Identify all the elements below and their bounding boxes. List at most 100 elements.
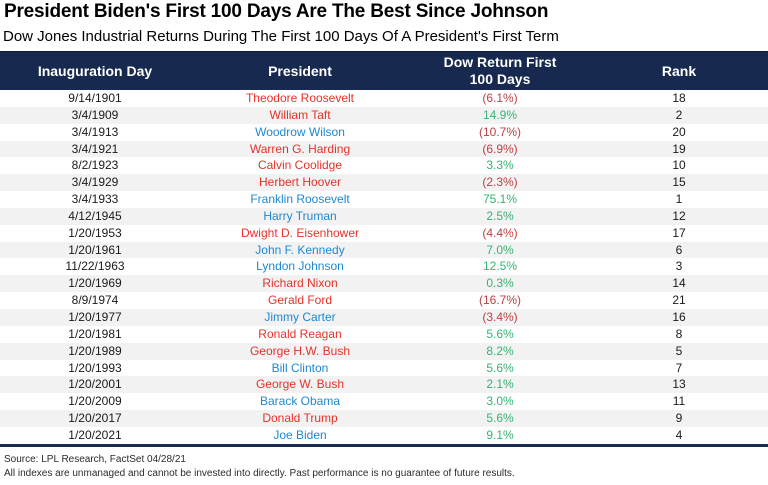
cell-date: 3/4/1933 [71,192,119,207]
cell-president: George W. Bush [255,377,345,392]
cell-rank: 12 [672,208,686,223]
cell-return: 3.3% [486,158,514,173]
cell-rank: 18 [672,91,686,105]
cell-rank: 6 [675,242,683,257]
cell-rank: 9 [675,411,683,426]
cell-date: 3/4/1921 [71,141,119,156]
cell-rank: 20 [672,124,686,139]
cell-rank: 4 [675,427,683,442]
cell-return: 5.6% [486,360,514,375]
source-note: Source: LPL Research, FactSet 04/28/21 [4,454,186,465]
cell-rank: 11 [672,394,686,409]
cell-date: 1/20/1977 [68,309,122,324]
cell-date: 4/12/1945 [68,208,122,223]
cell-president: Herbert Hoover [258,175,342,190]
table-row: 4/12/1945 Harry Truman 2.5% 12 [0,207,768,225]
table-row: 1/20/1993 Bill Clinton 5.6% 7 [0,359,768,377]
cell-date: 1/20/1953 [68,225,122,240]
cell-date: 1/20/2009 [68,394,122,409]
table-row: 3/4/1921 Warren G. Harding (6.9%) 19 [0,140,768,158]
cell-president: Franklin Roosevelt [250,192,350,207]
cell-president: Warren G. Harding [249,141,351,156]
cell-date: 1/20/1981 [68,326,122,341]
table-row: 3/4/1913 Woodrow Wilson (10.7%) 20 [0,123,768,141]
cell-president: Richard Nixon [262,276,338,291]
cell-president: William Taft [269,107,331,122]
cell-return: 2.1% [486,377,514,392]
table-row: 1/20/1981 Ronald Reagan 5.6% 8 [0,325,768,343]
cell-date: 9/14/1901 [68,91,122,105]
cell-date: 1/20/1969 [68,276,122,291]
cell-return: 9.1% [486,427,514,442]
table-row: 8/9/1974 Gerald Ford (16.7%) 21 [0,292,768,309]
returns-table: Inauguration Day President Dow Return Fi… [0,51,768,444]
page-subtitle: Dow Jones Industrial Returns During The … [3,28,559,45]
cell-president: George H.W. Bush [249,343,351,358]
table-row: 1/20/1953 Dwight D. Eisenhower (4.4%) 17 [0,224,768,242]
cell-president: Joe Biden [273,427,327,442]
cell-president: Barack Obama [259,394,341,409]
cell-rank: 17 [672,225,686,240]
cell-rank: 14 [672,276,686,291]
cell-date: 8/2/1923 [71,158,119,173]
cell-return: 2.5% [486,208,514,223]
cell-return: 3.0% [486,394,514,409]
table-row: 1/20/2001 George W. Bush 2.1% 13 [0,376,768,394]
cell-rank: 13 [672,377,686,392]
table-row: 11/22/1963 Lyndon Johnson 12.5% 3 [0,258,768,276]
table-row: 1/20/1969 Richard Nixon 0.3% 14 [0,275,768,293]
cell-rank: 5 [675,343,683,358]
cell-return: (16.7%) [478,293,522,308]
cell-rank: 7 [675,360,683,375]
cell-date: 8/9/1974 [71,293,119,308]
cell-president: Donald Trump [262,411,338,426]
table-body: 9/14/1901 Theodore Roosevelt (6.1%) 18 3… [0,90,768,444]
cell-date: 1/20/2021 [68,427,122,442]
table-row: 1/20/1961 John F. Kennedy 7.0% 6 [0,241,768,259]
table-row: 1/20/1977 Jimmy Carter (3.4%) 16 [0,308,768,326]
col-header-dow-return-line1: Dow Return First [443,54,557,71]
cell-return: 5.6% [486,326,514,341]
table-row: 1/20/2021 Joe Biden 9.1% 4 [0,426,768,444]
cell-president: Jimmy Carter [264,309,336,324]
cell-return: 8.2% [486,343,514,358]
cell-rank: 15 [672,175,686,190]
table-row: 3/4/1933 Franklin Roosevelt 75.1% 1 [0,191,768,208]
table-row: 1/20/1989 George H.W. Bush 8.2% 5 [0,342,768,360]
cell-date: 3/4/1909 [71,107,119,122]
cell-rank: 3 [675,259,683,274]
cell-rank: 10 [672,158,686,173]
cell-date: 1/20/1989 [68,343,122,358]
cell-president: Ronald Reagan [258,326,342,341]
cell-return: (6.1%) [482,91,518,105]
cell-president: Woodrow Wilson [255,124,345,139]
table-row: 9/14/1901 Theodore Roosevelt (6.1%) 18 [0,90,768,107]
cell-president: Harry Truman [263,208,337,223]
cell-date: 1/20/1961 [68,242,122,257]
table-row: 3/4/1929 Herbert Hoover (2.3%) 15 [0,174,768,192]
cell-return: 0.3% [486,276,514,291]
cell-return: (10.7%) [478,124,522,139]
table-row: 1/20/2009 Barack Obama 3.0% 11 [0,393,768,411]
col-header-rank: Rank [661,62,697,79]
table-row: 1/20/2017 Donald Trump 5.6% 9 [0,410,768,427]
col-header-president: President [268,62,332,79]
cell-return: (2.3%) [482,175,518,190]
cell-return: 5.6% [486,411,514,426]
cell-return: 75.1% [482,192,518,207]
cell-rank: 16 [672,309,686,324]
col-header-dow-return: Dow Return First 100 Days [410,54,590,88]
table-row: 3/4/1909 William Taft 14.9% 2 [0,106,768,124]
cell-president: Bill Clinton [271,360,329,375]
table-header-row: Inauguration Day President Dow Return Fi… [0,51,768,90]
table-row: 8/2/1923 Calvin Coolidge 3.3% 10 [0,157,768,175]
table-bottom-rule [0,444,768,447]
cell-rank: 2 [675,107,683,122]
disclaimer-note: All indexes are unmanaged and cannot be … [4,468,515,479]
cell-president: Lyndon Johnson [256,259,344,274]
cell-return: 7.0% [486,242,514,257]
cell-return: (6.9%) [482,141,518,156]
cell-rank: 21 [672,293,686,308]
col-header-dow-return-line2: 100 Days [469,71,531,87]
